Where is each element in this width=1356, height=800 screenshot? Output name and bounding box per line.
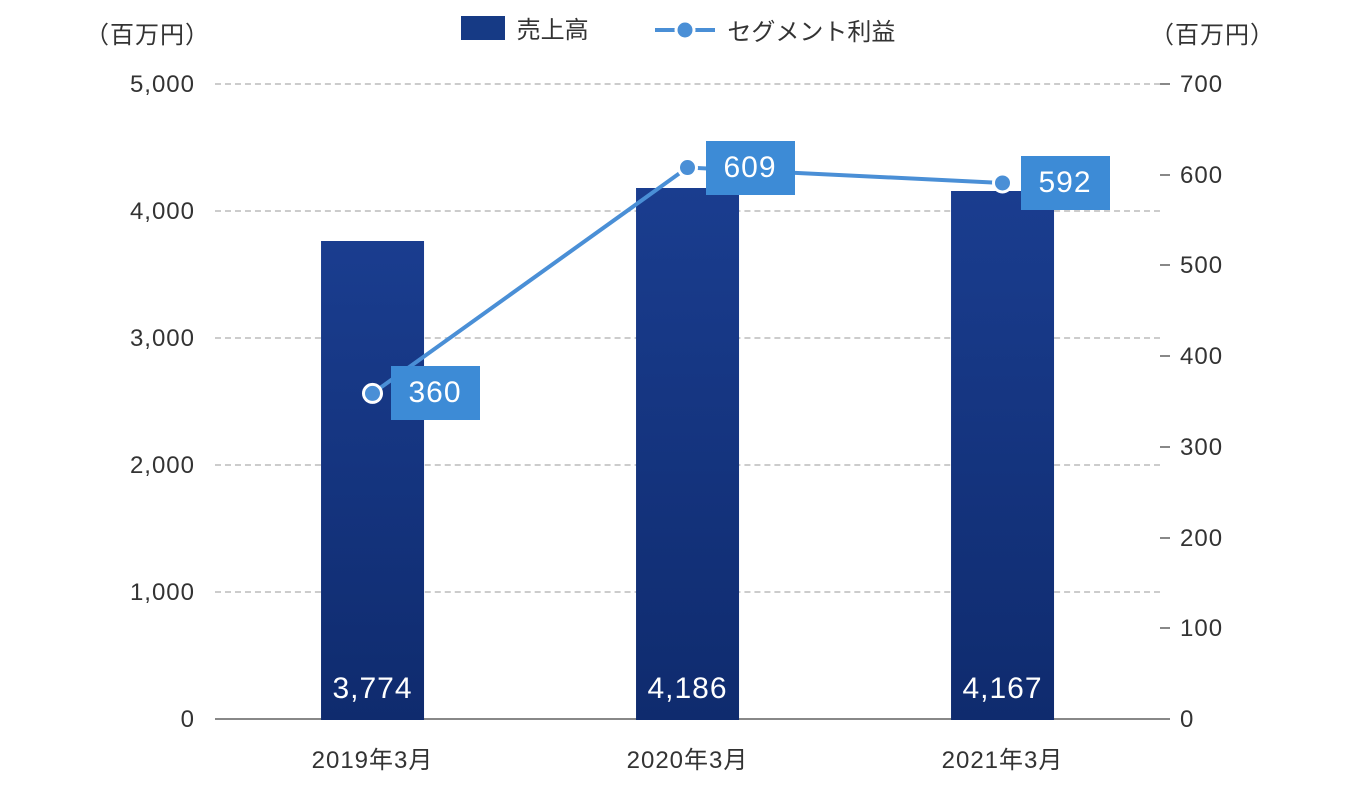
left-axis-tick-label: 0 [115,706,195,734]
legend-label-bars: 売上高 [517,10,589,45]
plot-area: 3,7744,1864,167360609592 [215,85,1160,720]
line-value-callout: 592 [1021,156,1110,210]
right-axis-tick-label: 600 [1180,162,1223,190]
category-label: 2020年3月 [627,740,749,775]
right-axis-tick-label: 300 [1180,434,1223,462]
right-axis-tick [1160,174,1170,176]
right-axis-tick-label: 400 [1180,343,1223,371]
right-axis-tick [1160,355,1170,357]
right-axis-tick [1160,718,1170,720]
line-series [215,85,1160,720]
category-label: 2021年3月 [942,740,1064,775]
right-axis-tick [1160,264,1170,266]
legend-item-bars: 売上高 [461,10,589,45]
legend-swatch-bar [461,16,505,40]
right-axis-tick-label: 700 [1180,71,1223,99]
legend-label-line: セグメント利益 [727,12,895,47]
right-axis-tick-label: 0 [1180,706,1194,734]
legend-item-line: セグメント利益 [655,12,895,47]
legend-swatch-line [655,20,715,40]
line-value-callout: 609 [706,141,795,195]
left-axis-tick-label: 5,000 [115,71,195,99]
combo-chart: 売上高 セグメント利益 （百万円） （百万円） 3,7744,1864,1673… [0,0,1356,800]
right-axis-tick [1160,83,1170,85]
left-axis-tick-label: 4,000 [115,198,195,226]
right-axis-tick-label: 500 [1180,252,1223,280]
right-axis-tick-label: 100 [1180,615,1223,643]
left-axis-unit: （百万円） [85,15,210,50]
right-axis-tick [1160,537,1170,539]
category-label: 2019年3月 [312,740,434,775]
left-axis-tick-label: 3,000 [115,325,195,353]
line-value-callout: 360 [391,366,480,420]
left-axis-tick-label: 2,000 [115,452,195,480]
left-axis-tick-label: 1,000 [115,579,195,607]
right-axis-tick [1160,627,1170,629]
right-axis-unit: （百万円） [1150,15,1275,50]
right-axis-tick-label: 200 [1180,525,1223,553]
right-axis-tick [1160,446,1170,448]
